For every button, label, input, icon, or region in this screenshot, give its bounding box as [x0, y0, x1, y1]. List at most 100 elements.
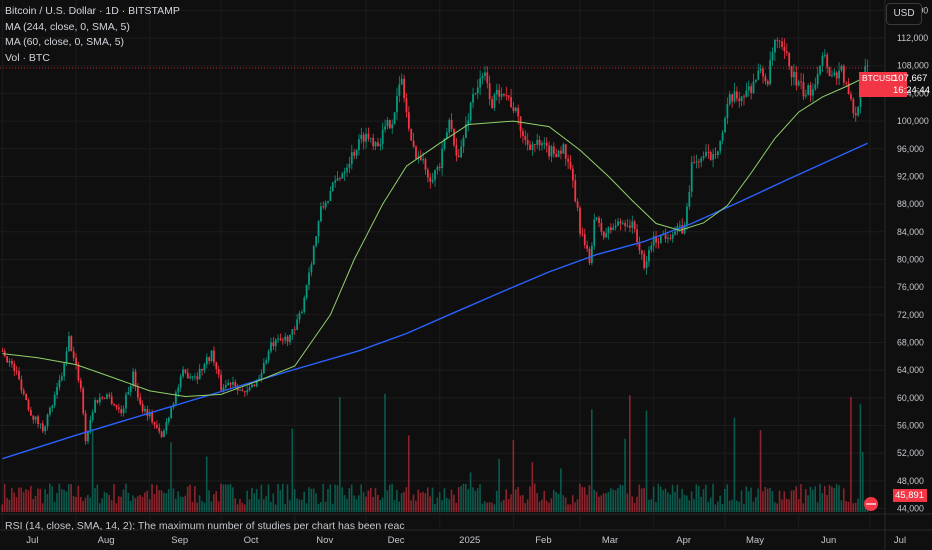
candle — [529, 140, 531, 151]
volume-bar — [412, 494, 415, 512]
candle — [324, 200, 327, 211]
candle-body — [586, 245, 589, 249]
candle-body — [334, 180, 337, 183]
volume-bar — [728, 500, 731, 512]
candle — [564, 143, 567, 166]
candle — [657, 237, 660, 249]
candle — [762, 66, 764, 84]
volume-bar — [828, 485, 831, 512]
candle — [196, 372, 199, 385]
volume-bar — [217, 501, 220, 512]
candle-body — [210, 350, 213, 362]
candle — [396, 87, 398, 120]
candle — [831, 69, 833, 78]
symbol-label: BTCUSD — [862, 73, 897, 83]
volume-bar — [96, 484, 99, 512]
candle — [220, 369, 222, 392]
candle — [462, 134, 465, 153]
volume-bar — [724, 488, 726, 512]
volume-bar — [151, 484, 153, 512]
go-to-realtime-icon[interactable] — [864, 497, 878, 511]
candle — [664, 228, 667, 243]
candle-body — [424, 159, 427, 170]
candle-body — [215, 362, 218, 369]
candle-body — [315, 236, 318, 246]
candle — [32, 415, 35, 424]
volume-bar — [507, 499, 510, 512]
volume-bar — [296, 498, 298, 512]
candle-body — [590, 245, 593, 263]
volume-bar — [101, 498, 103, 512]
candle — [724, 116, 726, 133]
ma60-legend[interactable]: MA (60, close, 0, SMA, 5) — [5, 36, 125, 48]
candle-body — [550, 146, 553, 157]
ma60-line — [2, 75, 868, 398]
candle — [619, 218, 622, 231]
candle — [277, 334, 280, 343]
volume-bar — [859, 403, 862, 512]
volume-bar — [745, 486, 748, 512]
candle-body — [548, 145, 550, 157]
volume-bar — [234, 498, 237, 512]
candle-body — [726, 104, 729, 119]
candle — [165, 418, 168, 435]
candle — [524, 130, 527, 146]
volume-bar — [598, 496, 600, 512]
candle — [374, 140, 377, 151]
time-tick-label: Jul — [894, 535, 906, 546]
candle — [453, 127, 455, 148]
volume-legend[interactable]: Vol · BTC — [5, 51, 50, 64]
volume-bar — [232, 487, 234, 512]
candle-body — [265, 360, 268, 364]
candle — [403, 74, 405, 103]
volume-bar — [403, 491, 405, 512]
time-tick-label: Aug — [98, 535, 115, 546]
candle — [372, 133, 375, 151]
volume-bar — [503, 499, 505, 512]
volume-bar — [13, 492, 15, 512]
volume-bar — [674, 491, 676, 512]
candle — [120, 405, 123, 417]
candle-body — [151, 412, 154, 422]
candle-body — [795, 71, 798, 86]
candle — [629, 219, 631, 233]
candle-body — [331, 182, 334, 192]
candle — [766, 79, 769, 87]
last-price-label: 107,667 — [893, 73, 928, 84]
volume-bar — [721, 504, 724, 512]
candle-body — [434, 169, 436, 180]
volume-bar — [415, 500, 417, 512]
candle-body — [84, 413, 87, 442]
candle-body — [752, 81, 755, 93]
candle-body — [731, 94, 734, 102]
volume-bar — [712, 483, 714, 512]
candle — [153, 421, 156, 429]
candle-body — [336, 178, 339, 181]
ma244-legend[interactable]: MA (244, close, 0, SMA, 5) — [5, 20, 130, 33]
candle-body — [462, 137, 465, 147]
candle-body — [296, 319, 299, 330]
candle-body — [491, 99, 493, 108]
volume-bar — [590, 409, 593, 512]
volume-bar — [134, 498, 137, 512]
volume-bar — [733, 417, 736, 512]
volume-bar — [438, 492, 441, 512]
volume-bar — [612, 489, 614, 512]
candle — [310, 261, 313, 277]
candle-body — [189, 376, 192, 379]
volume-bar — [621, 485, 624, 512]
volume-bar — [25, 489, 27, 512]
volume-bar — [258, 499, 260, 512]
volume-bar — [303, 491, 305, 512]
volume-bar — [312, 488, 315, 512]
candle-body — [465, 124, 467, 138]
volume-bar — [802, 503, 805, 512]
candle-body — [488, 83, 491, 100]
volume-bar — [75, 496, 77, 512]
volume-bar — [253, 493, 256, 512]
candle-body — [25, 393, 28, 400]
currency-button[interactable]: USD — [886, 3, 922, 25]
symbol-title[interactable]: Bitcoin / U.S. Dollar · 1D · BITSTAMP — [5, 5, 180, 17]
candle — [312, 244, 315, 266]
